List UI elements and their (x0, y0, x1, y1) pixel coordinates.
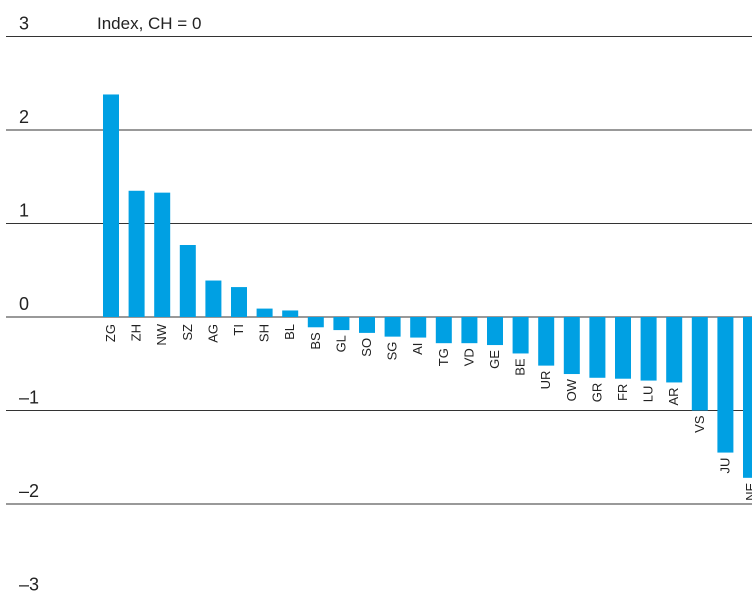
bar-ju (717, 317, 734, 453)
category-label-sg: SG (385, 342, 400, 361)
bar-ur (538, 317, 555, 366)
bar-sz (179, 245, 196, 317)
bar-fr (615, 317, 631, 379)
bar-nw (154, 192, 171, 317)
category-label-bl: BL (282, 324, 297, 340)
bar-ar (666, 317, 683, 383)
category-label-lu: LU (641, 386, 656, 403)
bar-vd (461, 317, 478, 344)
bar-vs (691, 317, 708, 411)
bar-gl (333, 317, 350, 331)
category-label-ne: NE (743, 482, 752, 500)
category-label-vs: VS (692, 415, 707, 433)
category-label-ai: AI (410, 343, 425, 355)
bar-ai (410, 317, 427, 338)
unit-label: Index, CH = 0 (97, 14, 201, 33)
category-label-be: BE (513, 358, 528, 376)
y-tick-label: 2 (19, 107, 29, 127)
y-tick-label: 0 (19, 294, 29, 314)
bar-zg (103, 94, 119, 317)
bar-bl (282, 310, 299, 317)
category-label-ar: AR (666, 387, 681, 405)
bar-ag (205, 280, 222, 317)
category-label-tg: TG (436, 348, 451, 366)
category-label-ow: OW (564, 378, 579, 401)
category-label-so: SO (359, 338, 374, 357)
category-label-zh: ZH (129, 324, 144, 341)
bar-ne (743, 317, 752, 478)
category-label-vd: VD (461, 348, 476, 366)
bar-sh (256, 308, 273, 317)
y-tick-label: 3 (19, 14, 29, 34)
bar-gr (589, 317, 606, 378)
bar-zh (128, 190, 145, 317)
category-label-ur: UR (538, 371, 553, 390)
category-label-ju: JU (717, 458, 732, 474)
labels-layer: ZG ZH NW SZ AG TI SH BL BS GL SO SG AI TG VD GE BE UR OW GR… (103, 323, 752, 501)
category-label-gl: GL (333, 335, 348, 352)
category-label-bs: BS (308, 332, 323, 350)
bar-lu (640, 317, 657, 381)
bar-sg (384, 317, 401, 337)
category-label-fr: FR (615, 384, 630, 401)
bar-be (512, 317, 529, 354)
category-label-sz: SZ (180, 324, 195, 341)
y-tick-label: –2 (19, 481, 39, 501)
bar-tg (435, 317, 452, 344)
category-label-sh: SH (257, 324, 272, 342)
y-tick-label: –1 (19, 388, 39, 408)
bar-ow (563, 317, 580, 375)
bar-ti (231, 287, 247, 317)
y-tick-label: 1 (19, 201, 29, 221)
category-label-ag: AG (205, 324, 220, 343)
grid-layer: 3 2 1 0 –1 –2 –3 (6, 14, 752, 594)
bars-layer (103, 94, 752, 478)
category-label-nw: NW (154, 323, 169, 345)
category-label-gr: GR (589, 383, 604, 403)
bar-bs (307, 317, 324, 328)
category-label-zg: ZG (103, 324, 118, 342)
bar-ge (487, 317, 503, 346)
category-label-ge: GE (487, 350, 502, 369)
category-label-ti: TI (231, 324, 246, 336)
bar-so (359, 317, 375, 333)
y-tick-label: –3 (19, 575, 39, 594)
